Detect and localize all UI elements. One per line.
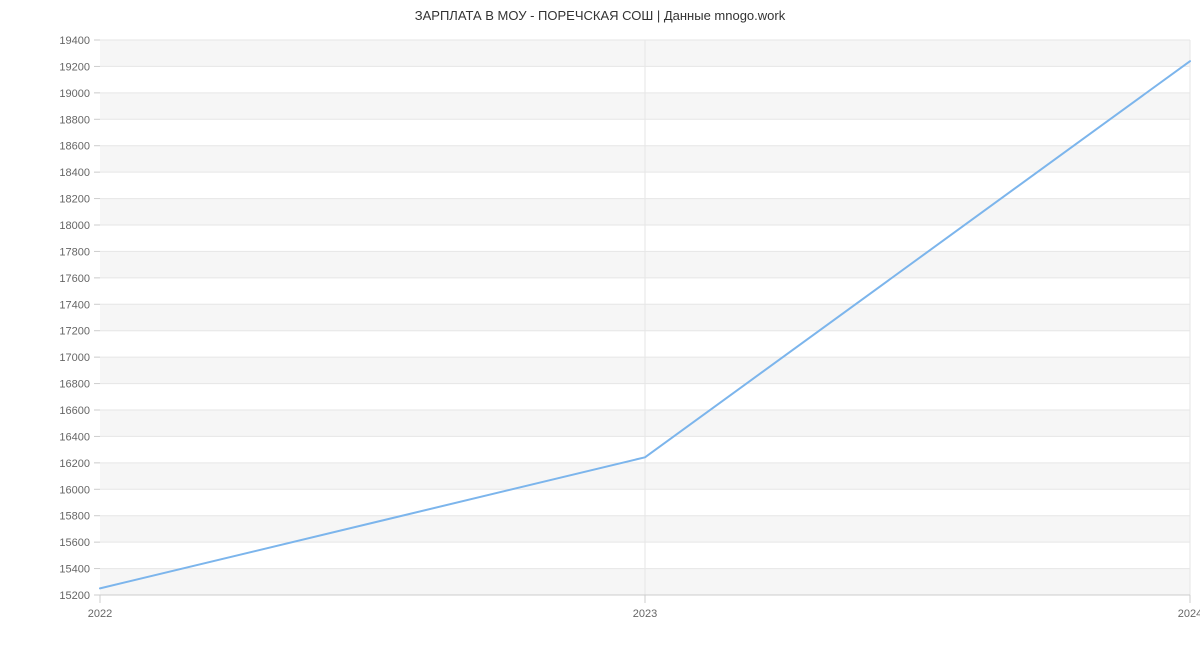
y-tick-label: 17200 — [59, 326, 90, 338]
y-tick-label: 16600 — [59, 405, 90, 417]
y-tick-label: 15800 — [59, 511, 90, 523]
y-tick-label: 17600 — [59, 273, 90, 285]
y-tick-label: 16000 — [59, 484, 90, 496]
y-tick-label: 19200 — [59, 61, 90, 73]
x-tick-label: 2023 — [633, 608, 657, 620]
y-tick-label: 18600 — [59, 141, 90, 153]
y-tick-label: 17000 — [59, 352, 90, 364]
y-tick-label: 19400 — [59, 35, 90, 47]
y-tick-label: 16400 — [59, 431, 90, 443]
y-tick-label: 15200 — [59, 590, 90, 602]
y-tick-label: 19000 — [59, 88, 90, 100]
x-tick-label: 2022 — [88, 608, 112, 620]
y-tick-label: 18000 — [59, 220, 90, 232]
y-tick-label: 16200 — [59, 458, 90, 470]
chart-svg: 15200 15400 15600 15800 16000 16200 16400 16600… — [0, 0, 1200, 650]
y-tick-label: 18800 — [59, 114, 90, 126]
y-tick-label: 17400 — [59, 299, 90, 311]
salary-line-chart: ЗАРПЛАТА В МОУ - ПОРЕЧСКАЯ СОШ | Данные … — [0, 0, 1200, 650]
y-tick-label: 18200 — [59, 194, 90, 206]
y-tick-label: 15600 — [59, 537, 90, 549]
y-tick-label: 18400 — [59, 167, 90, 179]
y-tick-label: 16800 — [59, 379, 90, 391]
y-tick-label: 15400 — [59, 564, 90, 576]
x-tick-label: 2024 — [1178, 608, 1200, 620]
y-tick-label: 17800 — [59, 246, 90, 258]
